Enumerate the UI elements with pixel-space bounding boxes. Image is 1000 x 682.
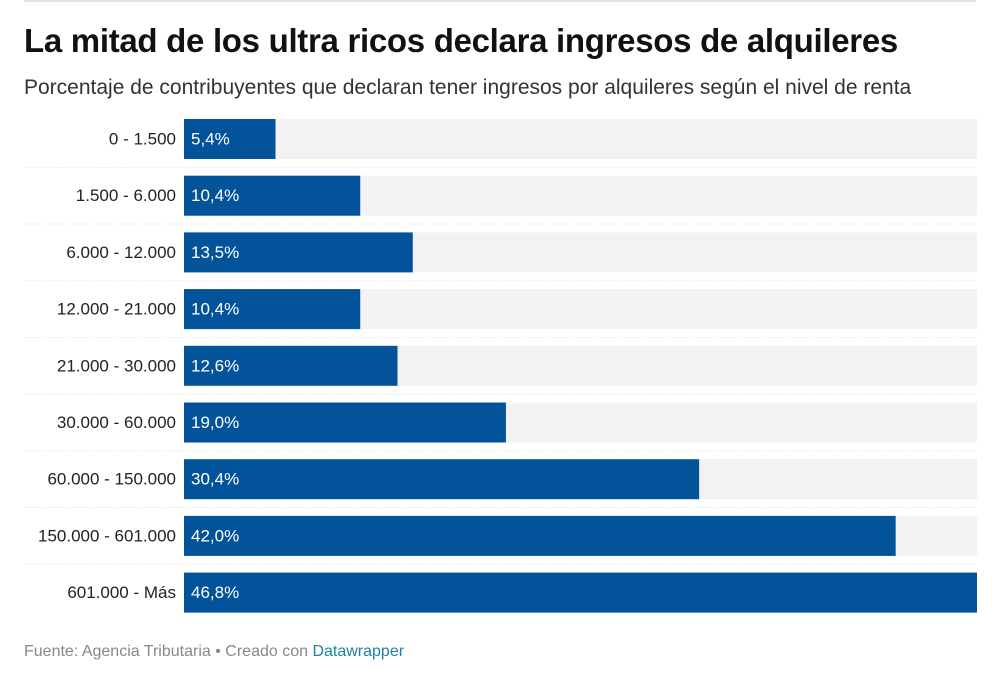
bar-row: 1.500 - 6.000 10,4% — [24, 175, 977, 225]
category-label: 0 - 1.500 — [109, 130, 176, 149]
value-label: 30,4% — [191, 470, 239, 489]
category-label: 12.000 - 21.000 — [57, 300, 176, 319]
created-with-text: Creado con — [225, 643, 313, 660]
value-label: 19,0% — [191, 413, 239, 432]
category-label: 6.000 - 12.000 — [66, 243, 176, 262]
bar-track — [184, 119, 977, 159]
value-label: 10,4% — [191, 186, 239, 205]
value-label: 10,4% — [191, 300, 239, 319]
value-label: 42,0% — [191, 526, 239, 545]
bar-row: 150.000 - 601.000 42,0% — [24, 515, 977, 565]
bar — [184, 515, 896, 556]
bar — [184, 345, 398, 386]
bar — [184, 175, 361, 216]
bar — [184, 459, 700, 500]
category-label: 1.500 - 6.000 — [76, 186, 176, 205]
bar-row: 6.000 - 12.000 13,5% — [24, 232, 977, 282]
source-note: Fuente: Agencia Tributaria — [24, 643, 211, 660]
datawrapper-link[interactable]: Datawrapper — [312, 643, 405, 660]
category-label: 150.000 - 601.000 — [38, 526, 176, 545]
category-label: 601.000 - Más — [67, 583, 176, 602]
category-label: 60.000 - 150.000 — [47, 470, 176, 489]
bar — [184, 289, 361, 330]
chart-subtitle: Porcentaje de contribuyentes que declara… — [24, 76, 912, 99]
bar-row: 12.000 - 21.000 10,4% — [24, 289, 977, 338]
bar-row: 30.000 - 60.000 19,0% — [24, 402, 977, 452]
bar-row: 21.000 - 30.000 12,6% — [24, 345, 977, 395]
value-label: 13,5% — [191, 243, 239, 262]
bar-row: 60.000 - 150.000 30,4% — [24, 459, 977, 509]
bar-row: 0 - 1.500 5,4% — [24, 119, 977, 168]
bar-row: 601.000 - Más 46,8% — [67, 572, 977, 613]
value-label: 12,6% — [191, 356, 239, 375]
bar — [184, 402, 506, 443]
footer: Fuente: Agencia Tributaria • Creado con … — [24, 643, 404, 661]
chart-title: La mitad de los ultra ricos declara ingr… — [24, 22, 898, 59]
value-label: 46,8% — [191, 583, 239, 602]
bar — [184, 232, 413, 273]
category-label: 21.000 - 30.000 — [57, 356, 176, 375]
bar — [184, 119, 276, 159]
value-label: 5,4% — [191, 130, 230, 149]
top-rule — [24, 0, 976, 2]
footer-separator: • — [210, 643, 226, 660]
bar — [184, 572, 977, 613]
category-label: 30.000 - 60.000 — [57, 413, 176, 432]
